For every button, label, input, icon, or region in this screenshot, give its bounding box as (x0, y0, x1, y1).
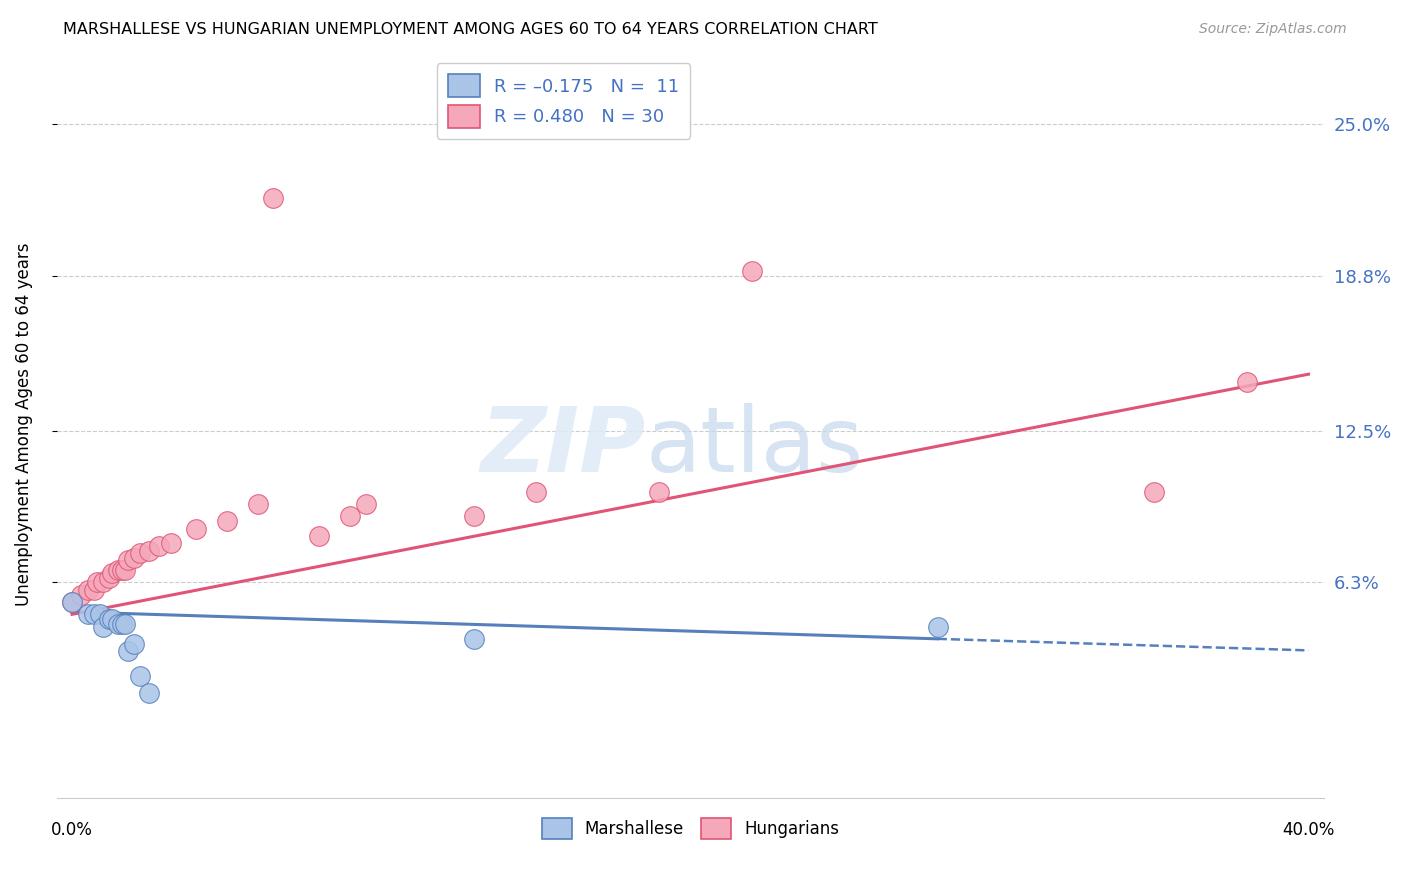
Point (101, 566, 124, 580)
Point (463, 632, 485, 646)
Point (70, 588, 93, 602)
Point (138, 543, 160, 558)
Point (148, 539, 170, 553)
Point (354, 497, 377, 511)
Point (83, 582, 105, 597)
Point (741, 264, 763, 278)
Text: atlas: atlas (645, 403, 865, 491)
Point (60, 595, 83, 609)
Point (117, 644, 139, 658)
Text: ZIP: ZIP (481, 403, 645, 491)
Point (339, 509, 361, 524)
Point (86, 575, 108, 590)
Point (98, 612, 121, 626)
Point (215, 514, 238, 528)
Point (89, 607, 111, 622)
Point (648, 484, 671, 499)
Point (114, 563, 136, 577)
Point (76, 582, 98, 597)
Point (110, 617, 132, 632)
Text: 0.0%: 0.0% (51, 821, 93, 838)
Point (138, 686, 160, 700)
Point (83, 607, 105, 622)
Point (114, 617, 136, 632)
Point (524, 484, 547, 499)
Point (91, 619, 114, 633)
Point (129, 546, 152, 560)
Text: Source: ZipAtlas.com: Source: ZipAtlas.com (1199, 22, 1347, 37)
Legend: Marshallese, Hungarians: Marshallese, Hungarians (534, 811, 846, 846)
Point (1143, 484, 1166, 499)
Point (246, 497, 269, 511)
Point (122, 637, 145, 651)
Point (98, 571, 121, 585)
Point (129, 668, 152, 682)
Point (110, 563, 132, 577)
Point (91, 575, 114, 590)
Point (160, 536, 183, 550)
Point (122, 551, 145, 566)
Point (1236, 375, 1258, 389)
Point (107, 617, 129, 632)
Point (262, 191, 284, 205)
Point (60, 595, 83, 609)
Point (927, 619, 949, 633)
Text: MARSHALLESE VS HUNGARIAN UNEMPLOYMENT AMONG AGES 60 TO 64 YEARS CORRELATION CHAR: MARSHALLESE VS HUNGARIAN UNEMPLOYMENT AM… (63, 22, 877, 37)
Y-axis label: Unemployment Among Ages 60 to 64 years: Unemployment Among Ages 60 to 64 years (15, 243, 32, 607)
Point (463, 509, 485, 524)
Point (184, 522, 207, 536)
Point (76, 607, 98, 622)
Point (107, 563, 129, 577)
Point (117, 553, 139, 567)
Point (101, 612, 124, 626)
Text: 40.0%: 40.0% (1282, 821, 1334, 838)
Point (308, 529, 330, 543)
